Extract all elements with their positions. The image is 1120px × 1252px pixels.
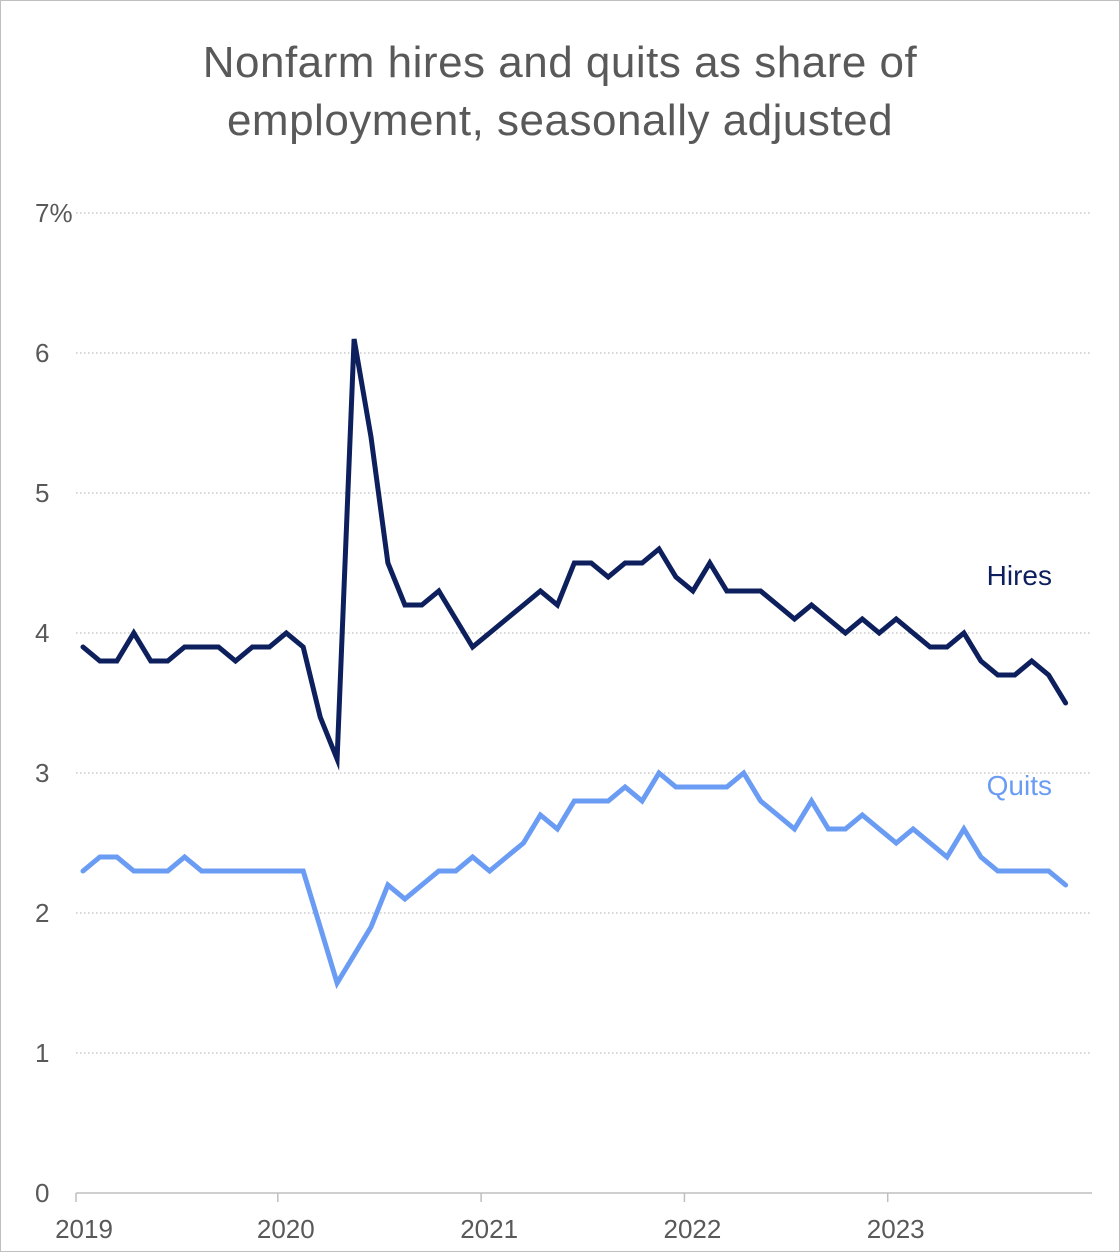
y-tick-label-7: 7% [35,198,73,228]
gridlines [76,212,1092,1054]
x-tick-label-2019: 2019 [55,1214,113,1244]
y-tick-label-5: 5 [35,478,49,508]
x-axis-tick-labels: 2019 2020 2021 2022 2023 [55,1214,925,1244]
series-lines [80,338,1069,990]
x-axis [75,1192,1092,1202]
series-line-quits [80,769,1069,990]
series-line-hires [80,338,1069,771]
y-tick-label-2: 2 [35,898,49,928]
chart-title-line-1: Nonfarm hires and quits as share of [202,38,918,87]
y-tick-label-4: 4 [35,618,49,648]
series-label-hires: Hires [987,560,1052,591]
y-tick-label-0: 0 [35,1178,49,1208]
series-labels: Hires Quits [987,560,1052,801]
chart-title-line-2: employment, seasonally adjusted [226,96,894,145]
y-axis-tick-labels: 7% 6 5 4 3 2 1 0 [35,198,73,1208]
x-tick-label-2021: 2021 [460,1214,518,1244]
y-tick-label-1: 1 [35,1038,49,1068]
y-tick-label-3: 3 [35,758,49,788]
x-tick-label-2023: 2023 [867,1214,925,1244]
series-label-quits: Quits [987,770,1052,801]
y-tick-label-6: 6 [35,338,49,368]
x-tick-label-2022: 2022 [663,1214,721,1244]
x-tick-label-2020: 2020 [257,1214,315,1244]
chart-title: Nonfarm hires and quits as share of empl… [0,34,1120,150]
